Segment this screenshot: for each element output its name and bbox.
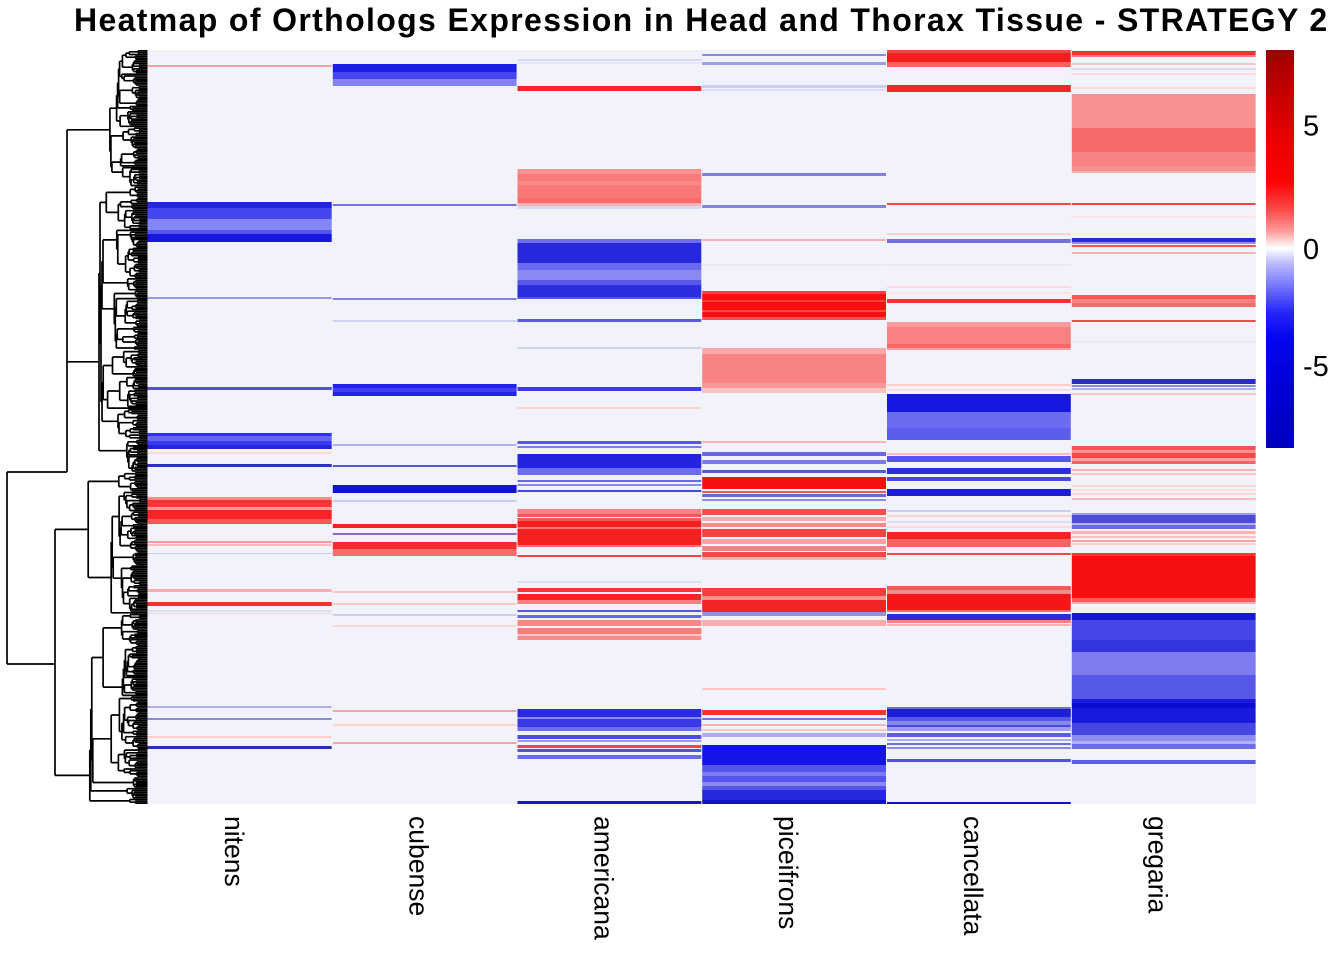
svg-text:cancellata: cancellata	[958, 816, 988, 936]
svg-text:Heatmap of Orthologs Expressio: Heatmap of Orthologs Expression in Head …	[74, 2, 1329, 38]
svg-text:americana: americana	[588, 816, 618, 940]
svg-text:-5: -5	[1303, 351, 1329, 383]
svg-text:cubense: cubense	[404, 816, 434, 916]
svg-text:nitens: nitens	[219, 816, 249, 887]
svg-text:0: 0	[1303, 234, 1319, 266]
svg-text:gregaria: gregaria	[1143, 816, 1173, 913]
svg-text:5: 5	[1303, 111, 1319, 143]
svg-text:piceifrons: piceifrons	[773, 816, 803, 929]
